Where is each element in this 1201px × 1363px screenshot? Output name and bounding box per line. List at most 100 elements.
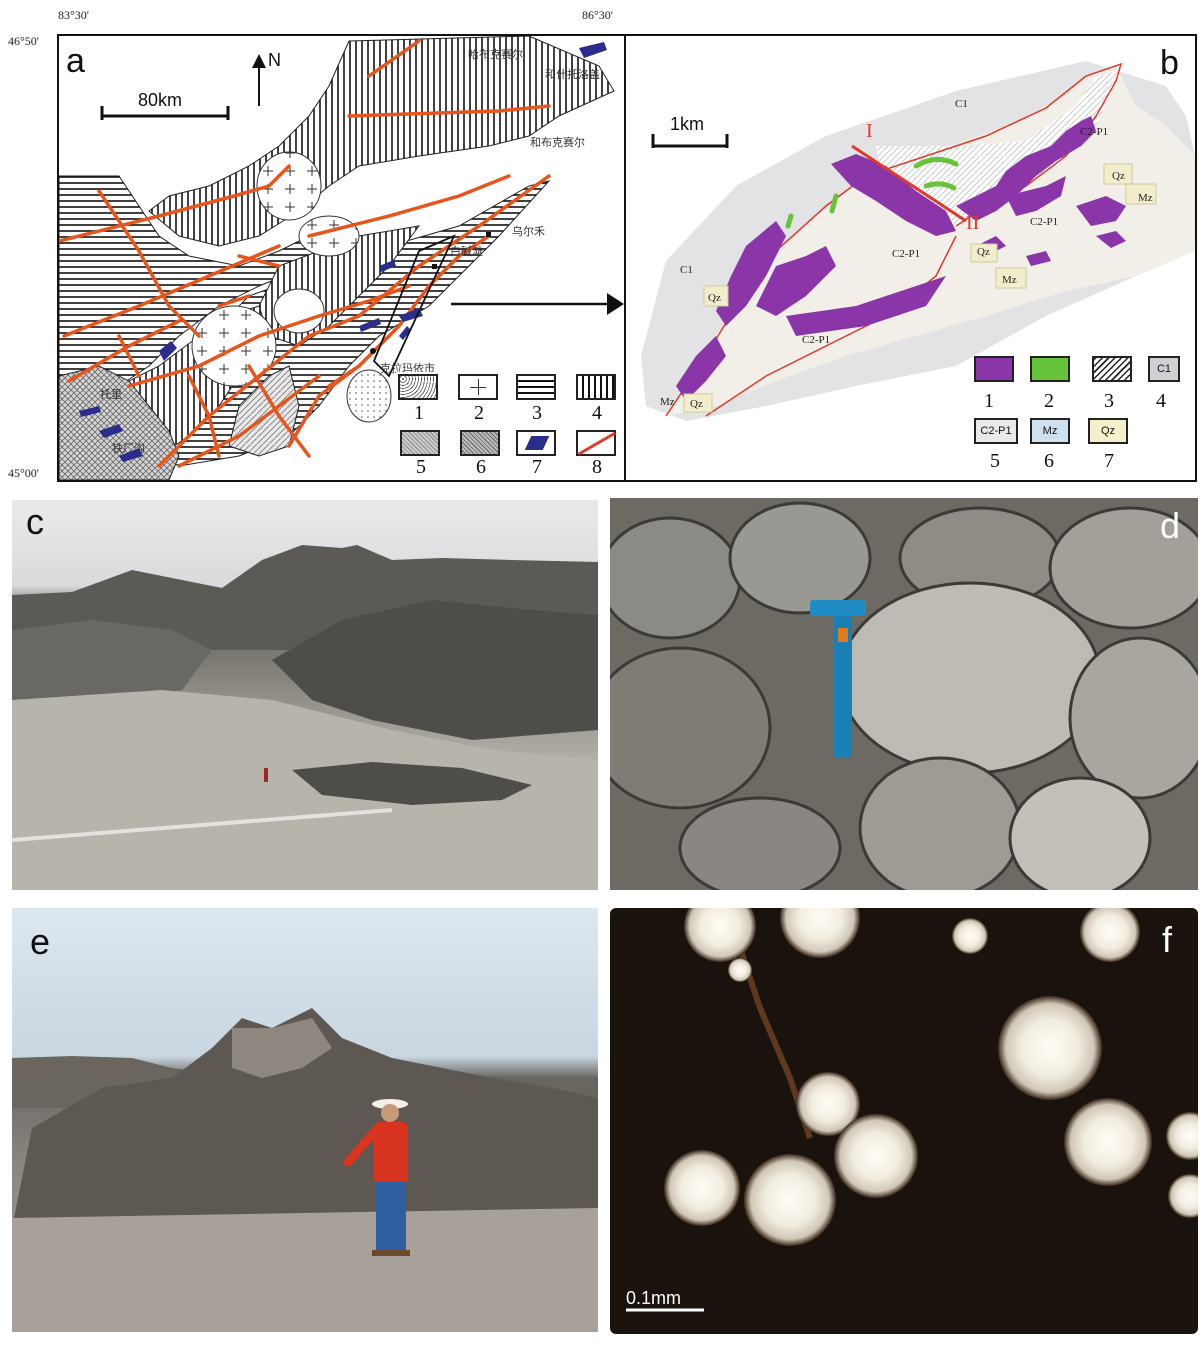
study-area-arrowhead <box>607 293 624 315</box>
panel-b-detail-map <box>626 36 1195 480</box>
b-legend-num: 5 <box>990 450 1000 472</box>
legend-num: 8 <box>592 456 602 478</box>
person-arm <box>343 1125 381 1167</box>
panel-divider <box>624 34 626 482</box>
place-name: 和布克赛尔 <box>530 136 585 149</box>
b-legend-num: 2 <box>1044 390 1054 412</box>
hammer-head <box>810 600 866 616</box>
b-legend-swatch-2 <box>1030 356 1070 382</box>
vesicle <box>834 1114 918 1198</box>
b-legend-num: 1 <box>984 390 994 412</box>
unit-label: C2-P1 <box>802 334 831 346</box>
legend-num: 2 <box>474 402 484 424</box>
panel-b-label: b <box>1160 44 1179 82</box>
south-hatch-block <box>228 365 300 457</box>
b-legend-code: C2-P1 <box>980 425 1012 437</box>
pillow <box>1008 776 1152 890</box>
vesicle <box>796 1072 860 1136</box>
legend-num: 3 <box>532 402 542 424</box>
section-label-end: II <box>966 212 980 234</box>
b-legend-code: C1 <box>1156 363 1172 375</box>
vesicle <box>780 908 860 958</box>
lon-left-label: 83°30' <box>58 8 89 22</box>
panel-a-scale-label: 80km <box>138 90 183 110</box>
panel-a-regional-map <box>59 36 624 480</box>
legend-swatch-4 <box>576 374 616 400</box>
b-legend-code: Mz <box>1042 425 1058 437</box>
unit-label: C1 <box>955 98 968 110</box>
granite-body-2 <box>256 151 322 221</box>
unit-label: Mz <box>660 396 675 408</box>
pillow <box>678 796 842 890</box>
b-legend-num: 4 <box>1156 390 1166 412</box>
basalt-bodies <box>676 116 1126 401</box>
panel-f-scale-label: 0.1mm <box>626 1288 682 1308</box>
place-name: 哈布克赛尔 <box>468 48 523 61</box>
unit-label: C2-P1 <box>1080 126 1109 138</box>
ophiolite-bodies <box>79 42 607 462</box>
vesicle <box>744 1154 836 1246</box>
lon-right-label: 86°30' <box>582 8 613 22</box>
vesicle <box>952 918 988 954</box>
place-name: 克拉玛依市 <box>380 362 435 375</box>
legend-num: 1 <box>414 402 424 424</box>
legend-swatch-7 <box>516 430 556 456</box>
rock-highlight <box>232 1018 332 1078</box>
north-label: N <box>268 50 281 70</box>
panel-c-photo <box>12 500 598 890</box>
granite-body-4 <box>273 288 325 334</box>
unit-label: Mz <box>1002 274 1017 286</box>
lat-top-label: 46°50' <box>8 34 39 48</box>
map-panel-frame <box>57 34 1197 482</box>
unit-label: Mz <box>1138 192 1153 204</box>
panel-b-scale-label: 1km <box>670 114 705 134</box>
pillow-large <box>838 581 1102 775</box>
b-legend-swatch-3 <box>1092 356 1132 382</box>
hammer-label <box>838 628 848 642</box>
place-name: 铁厂沟 <box>112 442 145 455</box>
pillow <box>1048 506 1198 630</box>
legend-num: 4 <box>592 402 602 424</box>
person-shoes <box>372 1250 410 1256</box>
legend-swatch-5 <box>400 430 440 456</box>
pillow-lava-svg <box>610 501 1198 890</box>
vesicle <box>998 996 1102 1100</box>
hatched-strip <box>876 71 1121 226</box>
pillow <box>610 516 742 640</box>
legend-swatch-1 <box>398 374 438 400</box>
panel-a-label: a <box>66 42 85 80</box>
fault-lines <box>59 39 551 468</box>
b-legend-swatch-6: Mz <box>1030 418 1070 444</box>
panel-a-legend: 1 2 3 4 5 6 7 8 <box>396 372 624 480</box>
place-name: 和什托洛盖 <box>545 68 600 81</box>
section-label-start: I <box>866 120 873 142</box>
panel-b-legend: C1 1 2 3 4 C2-P1 Mz Qz 5 6 7 <box>970 352 1180 476</box>
unit-label: Qz <box>1112 170 1125 182</box>
legend-num: 6 <box>476 456 486 478</box>
vesicle <box>1168 1174 1198 1218</box>
section-line <box>851 144 967 223</box>
person-jacket <box>374 1122 408 1184</box>
pillow <box>610 646 772 810</box>
study-area-box <box>372 234 456 378</box>
hillside-right <box>272 600 598 740</box>
hammer-handle <box>834 606 852 758</box>
vesicle <box>728 958 752 982</box>
green-bodies <box>785 157 959 229</box>
person-figure <box>264 768 268 782</box>
granite-body-1 <box>191 305 277 387</box>
dry-stream <box>12 808 393 842</box>
panel-c-label: c <box>26 501 44 542</box>
unit-label: C1 <box>680 264 693 276</box>
b-legend-swatch-5: C2-P1 <box>974 418 1018 444</box>
panel-d-photo <box>610 498 1198 890</box>
north-arrow-head <box>252 54 266 68</box>
city-marker-3 <box>370 348 376 354</box>
legend-swatch-3 <box>516 374 556 400</box>
landscape-svg <box>12 545 598 890</box>
legend-swatch-8 <box>576 430 616 456</box>
legend-swatch-6 <box>460 430 500 456</box>
vesicle <box>684 908 756 962</box>
vesicle <box>1166 1112 1198 1160</box>
b-legend-code: Qz <box>1100 425 1116 437</box>
